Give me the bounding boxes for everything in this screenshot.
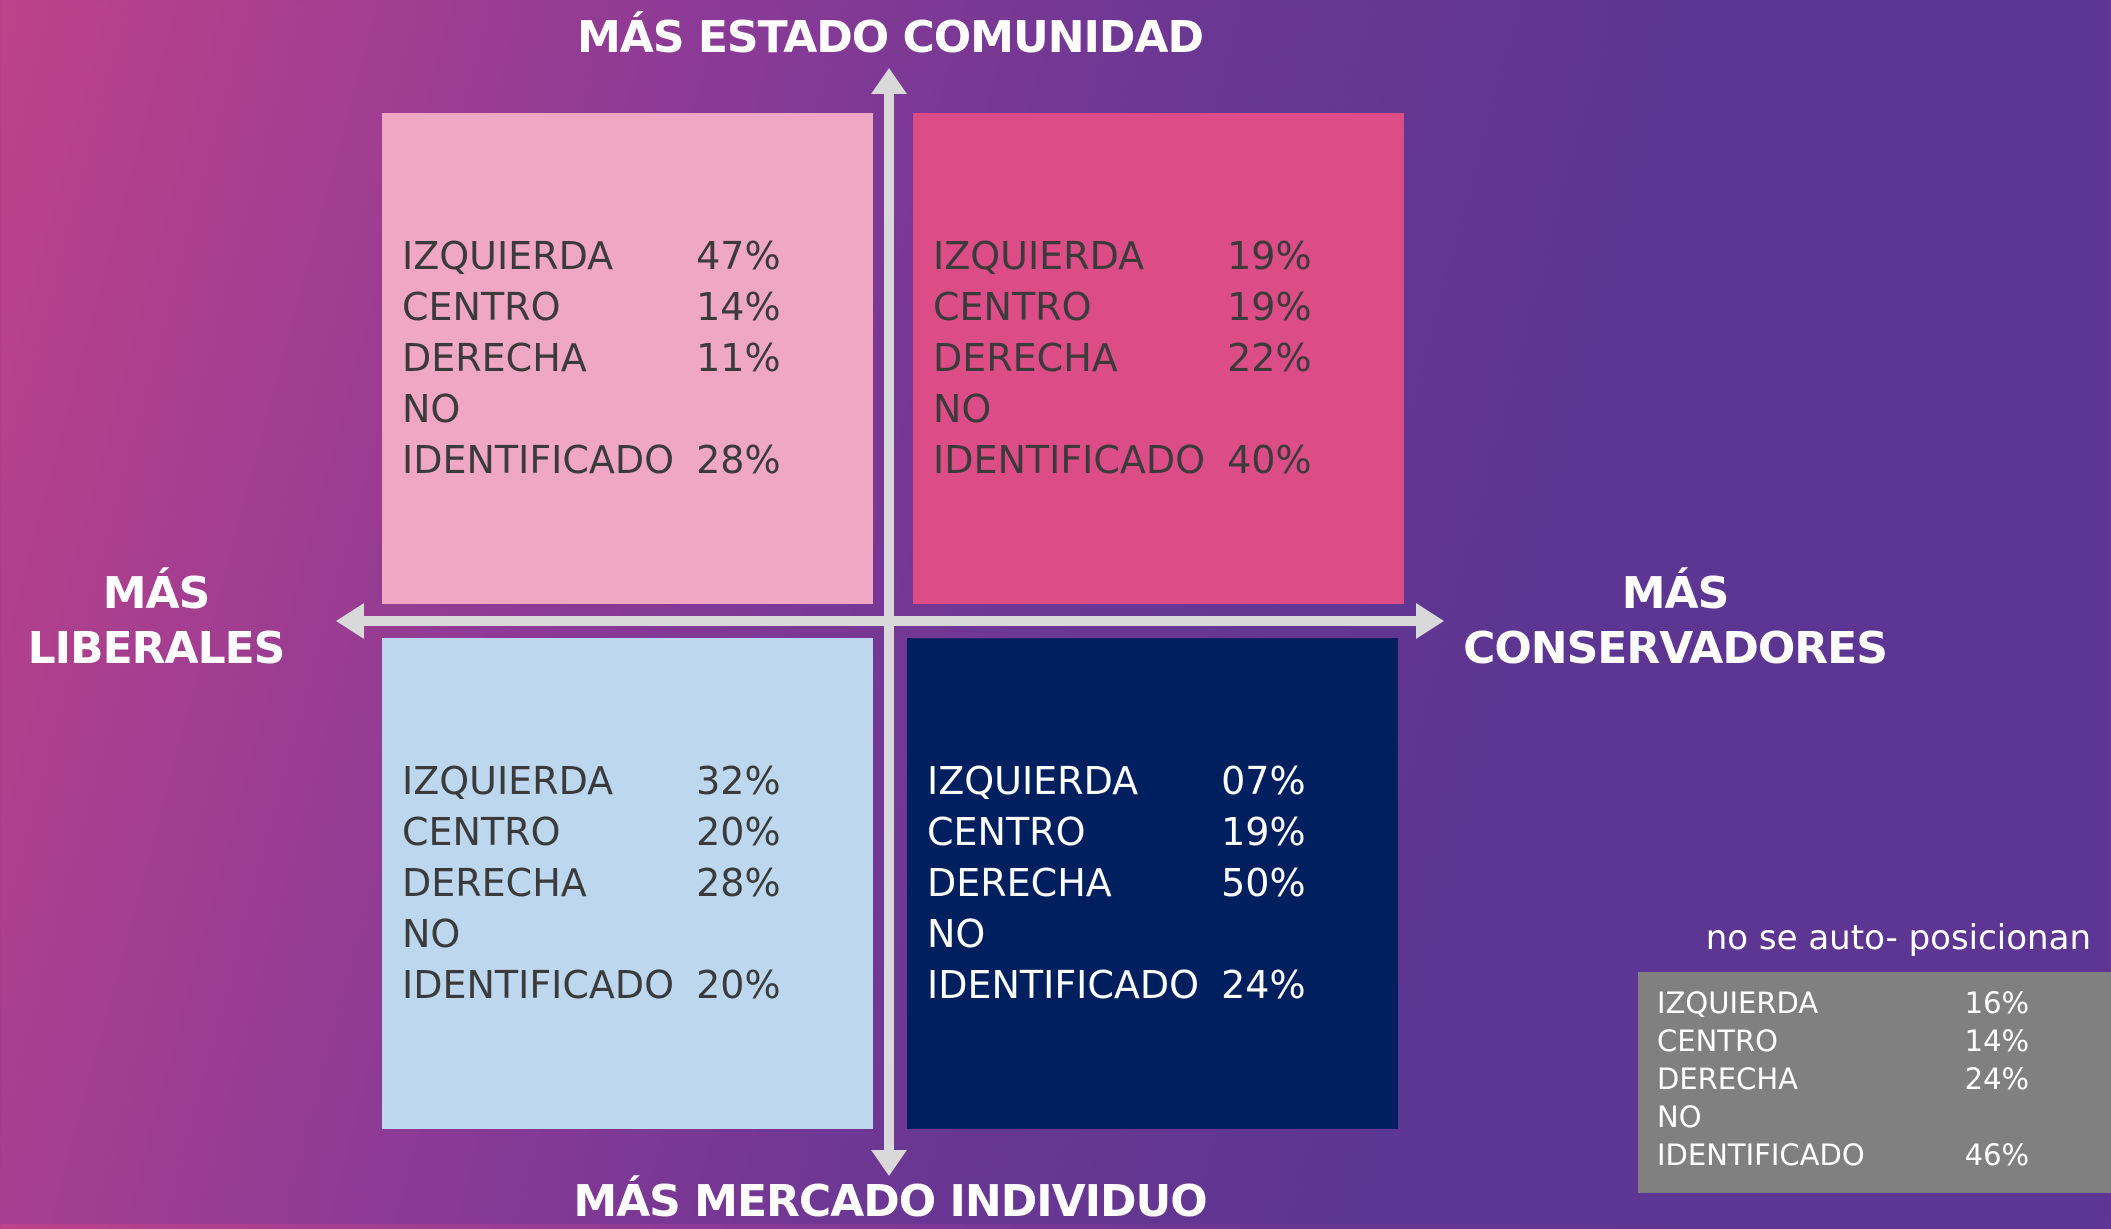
- row-value: 11%: [696, 336, 781, 380]
- row-label: NO IDENTIFICADO: [927, 912, 1200, 1007]
- row-value: 07%: [1221, 759, 1306, 803]
- quadrant: IZQUIERDA 32% CENTRO 20% DERECHA 28% NO IDENTI…: [382, 638, 873, 1129]
- unpositioned-title: no se auto- posicionan: [1705, 918, 2091, 958]
- axis-left: MÁS LIBERALES: [27, 566, 286, 676]
- row-value: 40%: [1227, 438, 1312, 482]
- row-value: 14%: [1964, 1024, 2030, 1058]
- row-value: 24%: [1221, 963, 1306, 1007]
- row-label: CENTRO: [1657, 1024, 1778, 1058]
- row-value: 28%: [696, 861, 781, 905]
- axis-right: MÁS CONSERVADORES: [1463, 566, 1888, 676]
- row-label: DERECHA: [927, 861, 1112, 905]
- axis-right-line: MÁS: [1621, 568, 1730, 619]
- row-label: CENTRO: [933, 285, 1092, 329]
- rows: IZQUIERDA 32% CENTRO 20% DERECHA 28% NO IDENTI…: [402, 756, 873, 1011]
- row-label: NO IDENTIFICADO: [402, 387, 675, 482]
- row-value: 32%: [696, 759, 781, 803]
- rows: IZQUIERDA 19% CENTRO 19% DERECHA 22% NO IDENTI…: [933, 231, 1404, 486]
- row-label: DERECHA: [402, 861, 587, 905]
- row-value: 20%: [696, 810, 781, 854]
- arrow-right: [1416, 603, 1444, 639]
- row-value: 14%: [696, 285, 781, 329]
- row-label: CENTRO: [927, 810, 1086, 854]
- arrow-up: [871, 68, 907, 94]
- row-value: 50%: [1221, 861, 1306, 905]
- row-label: IZQUIERDA: [927, 759, 1139, 803]
- axis-left-line: MÁS: [102, 568, 211, 619]
- arrow-down: [871, 1150, 907, 1176]
- row-label: NO IDENTIFICADO: [933, 387, 1206, 482]
- rows: IZQUIERDA 47% CENTRO 14% DERECHA 11% NO IDENTI…: [402, 231, 873, 486]
- axis-right-line: CONSERVADORES: [1463, 623, 1888, 674]
- row-value: 47%: [696, 234, 781, 278]
- row-label: NO IDENTIFICADO: [402, 912, 675, 1007]
- axis-left-line: LIBERALES: [27, 623, 286, 674]
- quadrant: IZQUIERDA 47% CENTRO 14% DERECHA 11% NO IDENTI…: [382, 113, 873, 604]
- row-label: DERECHA: [933, 336, 1118, 380]
- row-value: 20%: [696, 963, 781, 1007]
- row-value: 19%: [1227, 285, 1312, 329]
- row-label: NO IDENTIFICADO: [1657, 1100, 1865, 1172]
- axis-top: MÁS ESTADO COMUNIDAD: [577, 12, 1204, 63]
- row-value: 24%: [1964, 1062, 2030, 1096]
- row-label: IZQUIERDA: [402, 234, 614, 278]
- row-label: IZQUIERDA: [1657, 986, 1819, 1020]
- row-value: 28%: [696, 438, 781, 482]
- row-value: 19%: [1221, 810, 1306, 854]
- rows: IZQUIERDA 07% CENTRO 19% DERECHA 50% NO IDENTI…: [927, 756, 1398, 1011]
- row-value: 46%: [1964, 1138, 2030, 1172]
- axis-bottom: MÁS MERCADO INDIVIDUO: [573, 1176, 1207, 1227]
- row-value: 19%: [1227, 234, 1312, 278]
- row-label: IZQUIERDA: [933, 234, 1145, 278]
- row-label: CENTRO: [402, 810, 561, 854]
- row-value: 16%: [1964, 986, 2030, 1020]
- arrow-left: [336, 603, 364, 639]
- row-label: DERECHA: [1657, 1062, 1799, 1096]
- unpositioned-box: IZQUIERDA 16% CENTRO 14% DERECHA 24% NO IDENTI…: [1638, 972, 2111, 1193]
- row-label: CENTRO: [402, 285, 561, 329]
- row-label: IZQUIERDA: [402, 759, 614, 803]
- row-value: 22%: [1227, 336, 1312, 380]
- quadrant: IZQUIERDA 19% CENTRO 19% DERECHA 22% NO IDENTI…: [913, 113, 1404, 604]
- row-label: DERECHA: [402, 336, 587, 380]
- quadrant: IZQUIERDA 07% CENTRO 19% DERECHA 50% NO IDENTI…: [907, 638, 1398, 1129]
- rows: IZQUIERDA 16% CENTRO 14% DERECHA 24% NO IDENTI…: [1657, 984, 2111, 1174]
